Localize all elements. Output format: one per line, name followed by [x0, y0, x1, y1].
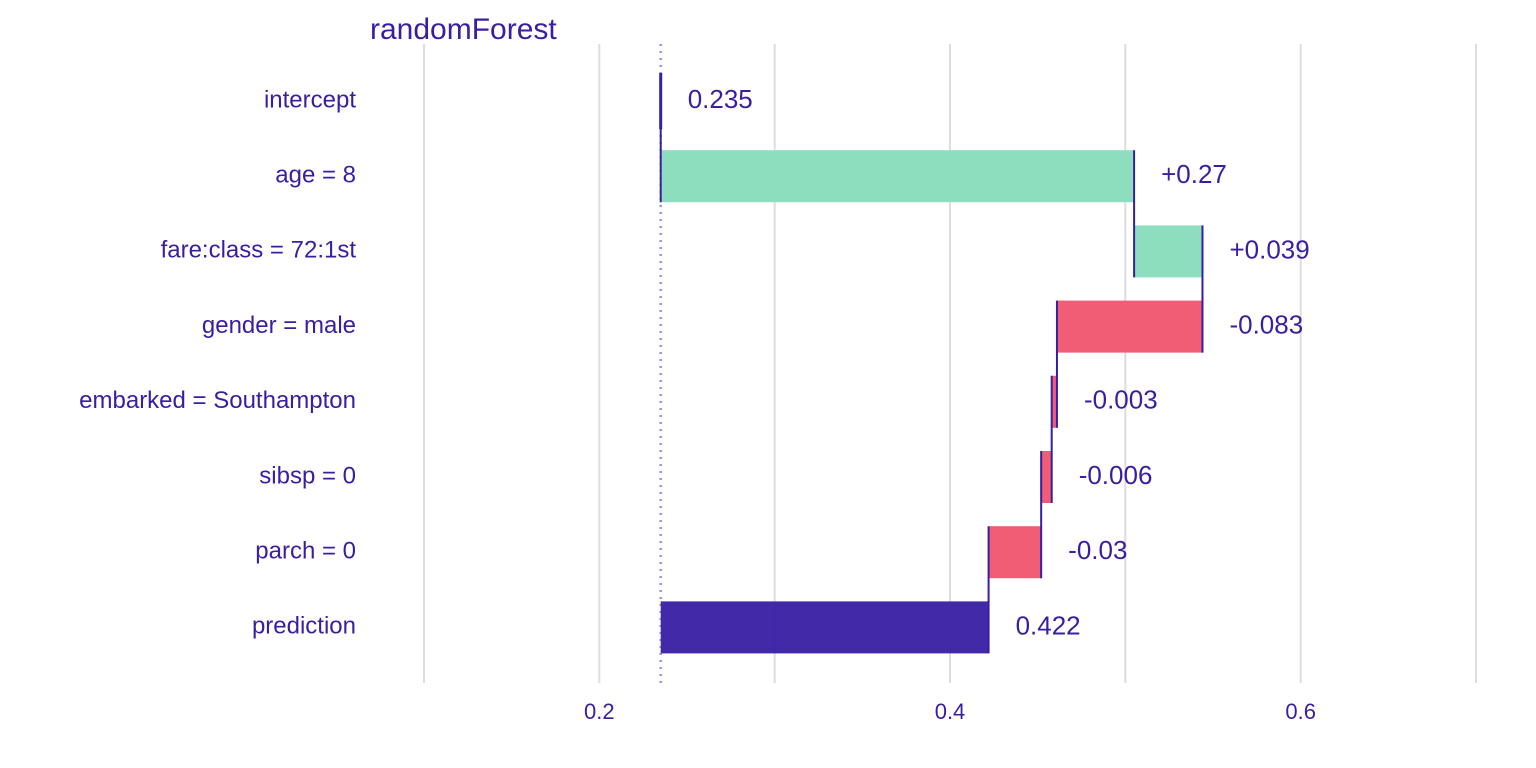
x-tick-label: 0.2 [584, 699, 615, 724]
value-label-gender-male: -0.083 [1229, 309, 1303, 339]
value-label-age-8: +0.27 [1161, 159, 1227, 189]
value-label-intercept: 0.235 [688, 84, 753, 114]
category-label-prediction: prediction [252, 613, 356, 640]
category-label-age-8: age = 8 [275, 162, 356, 189]
value-label-sibsp-0: -0.006 [1079, 460, 1153, 490]
bar-gender-male [1056, 300, 1203, 353]
category-label-intercept: intercept [264, 86, 356, 113]
category-label-gender-male: gender = male [202, 312, 356, 339]
value-label-fare-class-72-1st: +0.039 [1229, 234, 1309, 264]
value-label-embarked-southampton: -0.003 [1084, 385, 1158, 415]
category-label-sibsp-0: sibsp = 0 [259, 462, 356, 489]
value-label-parch-0: -0.03 [1068, 535, 1127, 565]
bar-age-8 [660, 150, 1135, 203]
x-tick-label: 0.4 [935, 699, 966, 724]
bar-sibsp-0 [1041, 451, 1052, 503]
bar-fare-class-72-1st [1134, 225, 1203, 278]
bar-parch-0 [988, 526, 1042, 579]
value-label-prediction: 0.422 [1016, 610, 1081, 640]
chart-title: randomForest [370, 13, 557, 46]
bar-embarked-southampton [1051, 375, 1057, 428]
category-label-embarked-southampton: embarked = Southampton [79, 387, 356, 414]
category-label-fare-class-72-1st: fare:class = 72:1st [161, 237, 357, 264]
category-label-parch-0: parch = 0 [255, 538, 356, 565]
bar-prediction [660, 601, 989, 654]
x-tick-label: 0.6 [1285, 699, 1316, 724]
